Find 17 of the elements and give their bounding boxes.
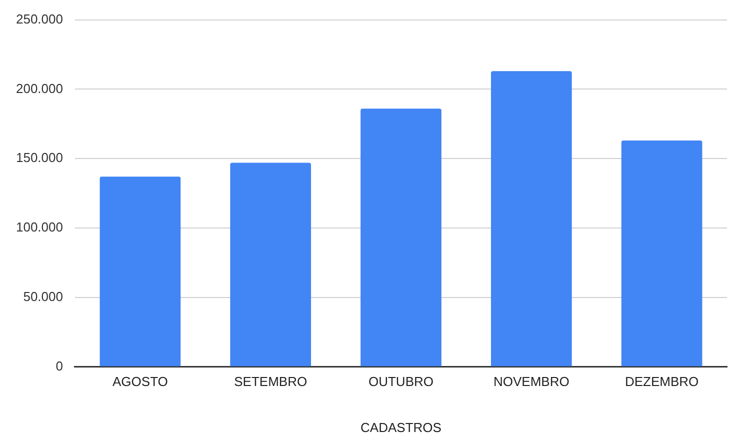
y-tick-label: 150.000 <box>16 150 63 166</box>
y-tick-label: 50.000 <box>23 288 63 304</box>
x-tick-label: OUTUBRO <box>368 374 434 390</box>
bar <box>100 176 181 366</box>
bar <box>360 108 442 366</box>
y-tick-label: 250.000 <box>16 11 63 26</box>
x-axis-title: CADASTROS <box>360 420 442 435</box>
x-tick-label: NOVEMBRO <box>493 374 570 390</box>
y-tick-label: 100.000 <box>16 220 63 235</box>
bar <box>230 162 312 366</box>
y-tick-label: 0 <box>56 358 63 374</box>
bar <box>621 140 702 366</box>
x-tick-label: AGOSTO <box>112 374 168 390</box>
bar <box>490 71 572 366</box>
y-tick-label: 200.000 <box>16 80 63 96</box>
x-tick-label: DEZEMBRO <box>624 374 699 390</box>
x-tick-label: SETEMBRO <box>234 374 308 390</box>
